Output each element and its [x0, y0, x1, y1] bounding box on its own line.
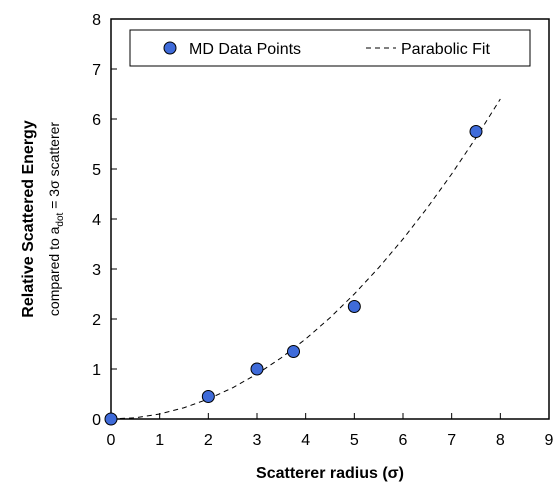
plot-area-frame [110, 18, 550, 420]
x-tick-label: 0 [107, 432, 116, 449]
y-tick-label: 7 [92, 62, 101, 79]
x-tick-label: 4 [301, 432, 310, 449]
legend-box [129, 29, 531, 67]
data-point [104, 412, 118, 426]
md-data-points [104, 125, 483, 426]
data-point [250, 362, 264, 376]
y-tick-label: 0 [92, 412, 101, 429]
x-axis-title: Scatterer radius (σ) [256, 465, 404, 482]
y-axis-subtitle-symbol: σ [46, 180, 62, 189]
y-axis-subtitle-middle: = 3 [46, 189, 62, 213]
x-tick-label: 2 [204, 432, 213, 449]
y-axis-title: Relative Scattered Energy [20, 120, 37, 318]
parabolic-fit-curve [110, 98, 501, 420]
legend-label-md-data-points: MD Data Points [189, 41, 301, 58]
data-point [347, 300, 361, 313]
x-tick-label: 7 [447, 432, 456, 449]
y-axis-ticks: 0 1 2 3 4 5 6 7 8 [92, 12, 117, 429]
legend: MD Data Points Parabolic Fit [129, 29, 531, 67]
y-tick-label: 1 [92, 362, 101, 379]
y-axis-subtitle-prefix: compared to a [46, 226, 62, 316]
data-point [469, 125, 483, 138]
y-tick-label: 6 [92, 112, 101, 129]
x-tick-label: 6 [399, 432, 408, 449]
y-axis-subtitle-subscript: dot [55, 212, 66, 226]
data-point [201, 390, 215, 403]
y-tick-label: 3 [92, 262, 101, 279]
data-point [287, 345, 300, 358]
x-tick-label: 9 [545, 432, 554, 449]
y-tick-label: 4 [92, 212, 101, 229]
y-axis-subtitle-suffix: scatterer [46, 122, 62, 181]
y-tick-label: 2 [92, 312, 101, 329]
x-tick-label: 5 [350, 432, 359, 449]
y-tick-label: 8 [92, 12, 101, 29]
x-tick-label: 3 [253, 432, 262, 449]
y-axis-subtitle: compared to adot = 3σ scatterer [46, 122, 66, 316]
legend-marker-md-data-points [163, 41, 177, 55]
x-tick-label: 8 [496, 432, 505, 449]
x-tick-label: 1 [155, 432, 164, 449]
x-axis-ticks: 0 1 2 3 4 5 6 7 8 9 [107, 413, 554, 449]
legend-label-parabolic-fit: Parabolic Fit [401, 41, 490, 58]
y-tick-label: 5 [92, 162, 101, 179]
